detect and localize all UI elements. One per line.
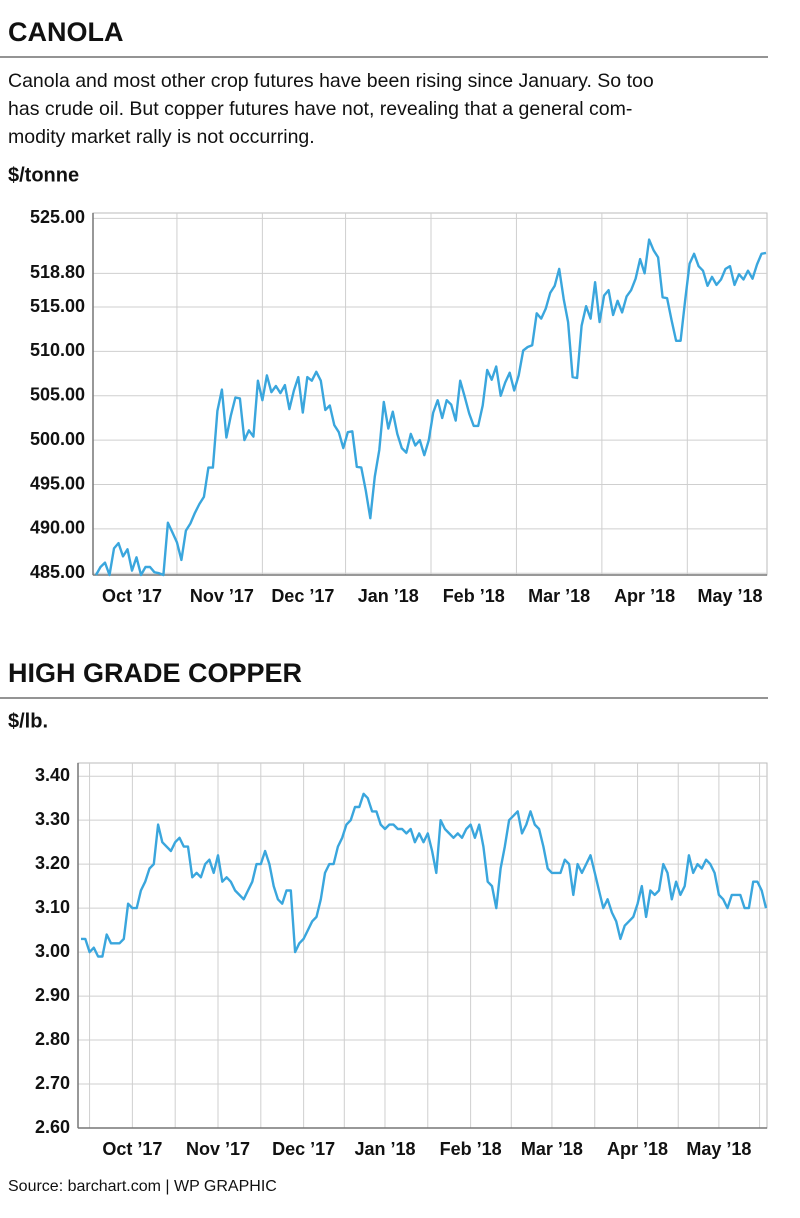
y-tick-label: 495.00 bbox=[30, 473, 85, 493]
y-tick-label: 3.00 bbox=[35, 941, 70, 961]
x-tick-label: Feb ’18 bbox=[440, 1139, 502, 1159]
plot-frame bbox=[77, 762, 768, 1129]
y-tick-label: 3.40 bbox=[35, 765, 70, 785]
x-tick-label: May ’18 bbox=[698, 586, 763, 606]
x-tick-label: Feb ’18 bbox=[443, 586, 505, 606]
price-line bbox=[81, 792, 768, 958]
price-line bbox=[94, 238, 767, 577]
x-tick-label: Jan ’18 bbox=[358, 586, 419, 606]
x-tick-label: Jan ’18 bbox=[354, 1139, 415, 1159]
source: Source: barchart.com | WP GRAPHIC bbox=[8, 1178, 277, 1195]
x-tick-label: Dec ’17 bbox=[271, 586, 334, 606]
y-tick-label: 3.10 bbox=[35, 897, 70, 917]
y-axis-label: $/lb. bbox=[8, 710, 48, 732]
y-tick-label: 485.00 bbox=[30, 562, 85, 582]
y-tick-label: 510.00 bbox=[30, 340, 85, 360]
x-tick-label: Oct ’17 bbox=[102, 1139, 162, 1159]
y-axis-label: $/tonne bbox=[8, 164, 79, 186]
subtitle: modity market rally is not occurring. bbox=[8, 126, 315, 148]
y-tick-label: 2.90 bbox=[35, 985, 70, 1005]
x-tick-label: Mar ’18 bbox=[528, 586, 590, 606]
y-tick-label: 515.00 bbox=[30, 296, 85, 316]
subtitle: Canola and most other crop futures have … bbox=[8, 70, 654, 92]
chart-title: CANOLA bbox=[8, 17, 124, 47]
y-tick-label: 3.20 bbox=[35, 853, 70, 873]
x-tick-label: Apr ’18 bbox=[614, 586, 675, 606]
y-tick-label: 2.80 bbox=[35, 1029, 70, 1049]
x-tick-label: May ’18 bbox=[686, 1139, 751, 1159]
y-tick-label: 2.70 bbox=[35, 1073, 70, 1093]
y-tick-label: 505.00 bbox=[30, 385, 85, 405]
x-tick-label: Nov ’17 bbox=[186, 1139, 250, 1159]
x-tick-label: Nov ’17 bbox=[190, 586, 254, 606]
x-tick-label: Oct ’17 bbox=[102, 586, 162, 606]
y-tick-label: 500.00 bbox=[30, 429, 85, 449]
x-tick-label: Dec ’17 bbox=[272, 1139, 335, 1159]
x-tick-label: Mar ’18 bbox=[521, 1139, 583, 1159]
y-tick-label: 3.30 bbox=[35, 809, 70, 829]
chart-title: HIGH GRADE COPPER bbox=[8, 658, 302, 688]
y-tick-label: 490.00 bbox=[30, 518, 85, 538]
y-tick-label: 525.00 bbox=[30, 207, 85, 227]
y-tick-label: 2.60 bbox=[35, 1117, 70, 1137]
y-tick-label: 518.80 bbox=[30, 262, 85, 282]
x-tick-label: Apr ’18 bbox=[607, 1139, 668, 1159]
plot-frame bbox=[92, 212, 768, 576]
subtitle: has crude oil. But copper futures have n… bbox=[8, 98, 632, 120]
